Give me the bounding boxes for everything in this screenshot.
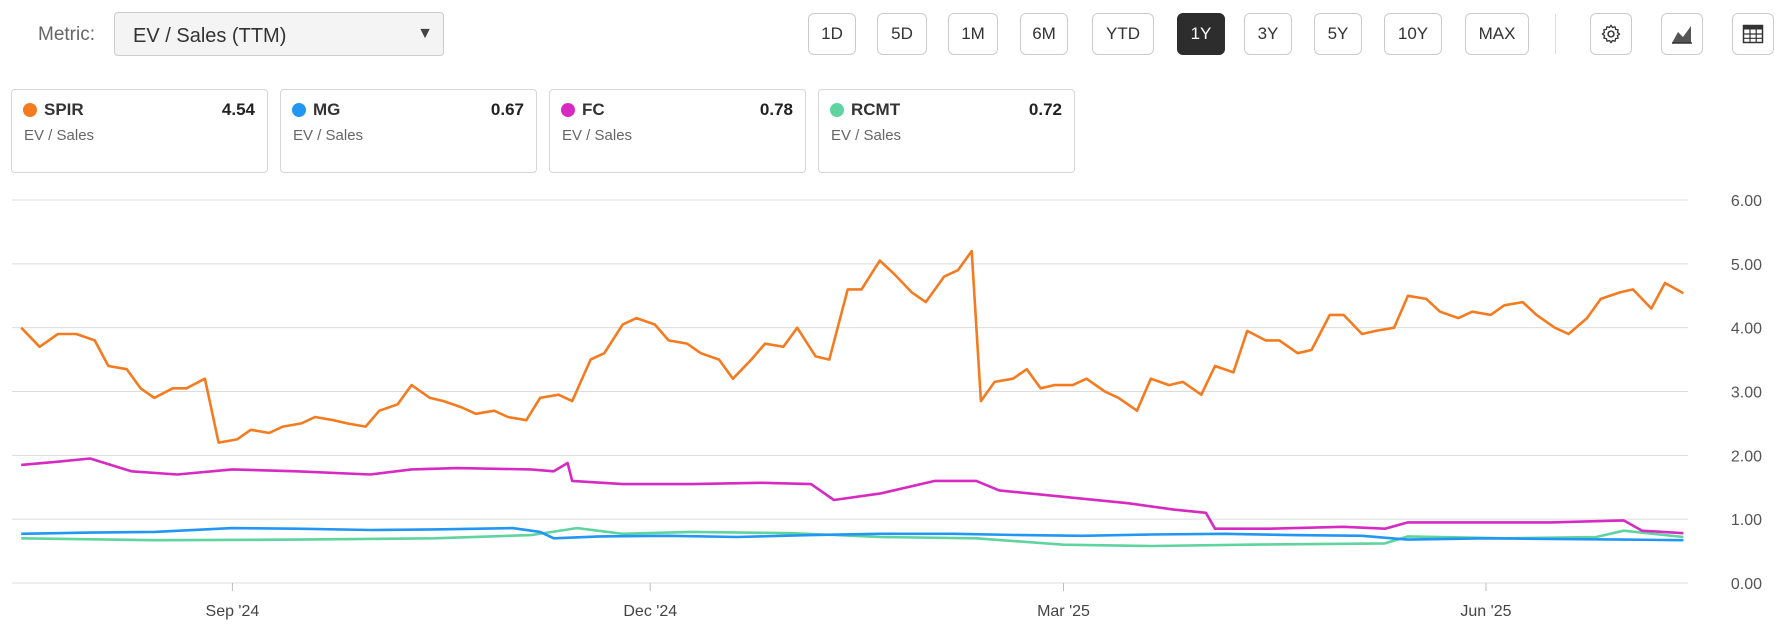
y-tick-label: 3.00 [1731,385,1762,402]
chart-type-button[interactable] [1661,13,1703,55]
metric-label: Metric: [38,24,95,45]
range-button-10y[interactable]: 10Y [1384,13,1442,55]
ticker-metric: EV / Sales [562,127,633,144]
ticker-value: 0.67 [490,100,524,119]
y-tick-label: 2.00 [1731,448,1762,465]
gear-icon [1601,24,1621,44]
metric-selected-value: EV / Sales (TTM) [133,25,287,47]
x-tick-label: Sep '24 [206,603,260,620]
series-line-fc [21,457,1684,535]
ticker-value: 0.78 [759,100,793,119]
range-button-1y[interactable]: 1Y [1177,13,1225,55]
legend-dot [292,103,306,117]
range-button-5y[interactable]: 5Y [1314,13,1362,55]
ticker-card-mg[interactable]: MG 0.67 EV / Sales [280,89,537,173]
chevron-down-icon: ▼ [417,25,433,42]
ticker-value: 0.72 [1028,100,1062,119]
series-line-mg [21,526,1684,542]
table-view-button[interactable] [1732,13,1774,55]
y-tick-label: 6.00 [1731,193,1762,210]
range-button-3y[interactable]: 3Y [1244,13,1292,55]
x-tick-label: Mar '25 [1037,603,1090,620]
area-chart-icon [1672,26,1692,44]
range-button-6m[interactable]: 6M [1020,13,1068,55]
legend-dot [830,103,844,117]
range-button-1m[interactable]: 1M [948,13,998,55]
ticker-symbol: RCMT [851,100,901,119]
x-tick-label: Jun '25 [1460,603,1511,620]
y-tick-label: 5.00 [1731,257,1762,274]
series-line-rcmt [21,526,1684,548]
ticker-symbol: SPIR [44,100,84,119]
ticker-symbol: MG [313,100,341,119]
metric-dropdown[interactable]: EV / Sales (TTM) ▼ [114,12,444,56]
ticker-card-rcmt[interactable]: RCMT 0.72 EV / Sales [818,89,1075,173]
y-tick-label: 4.00 [1731,321,1762,338]
ticker-value: 4.54 [221,100,255,119]
ticker-card-fc[interactable]: FC 0.78 EV / Sales [549,89,806,173]
ticker-card-spir[interactable]: SPIR 4.54 EV / Sales [11,89,268,173]
y-tick-label: 0.00 [1731,576,1762,593]
settings-button[interactable] [1590,13,1632,55]
range-button-max[interactable]: MAX [1465,13,1529,55]
range-button-ytd[interactable]: YTD [1092,13,1154,55]
legend-dot [23,103,37,117]
ticker-metric: EV / Sales [293,127,364,144]
range-button-1d[interactable]: 1D [808,13,856,55]
range-button-5d[interactable]: 5D [877,13,927,55]
toolbar-divider [1555,14,1556,54]
ticker-metric: EV / Sales [24,127,95,144]
ticker-metric: EV / Sales [831,127,902,144]
ticker-symbol: FC [582,100,605,119]
ev-sales-line-chart: 0.00 1.00 2.00 3.00 4.00 5.00 6.00 Sep '24 Dec '… [12,193,1762,620]
x-tick-label: Dec '24 [623,603,677,620]
series-line-spir [20,249,1685,444]
y-tick-label: 1.00 [1731,512,1762,529]
legend-dot [561,103,575,117]
table-icon [1742,24,1764,44]
